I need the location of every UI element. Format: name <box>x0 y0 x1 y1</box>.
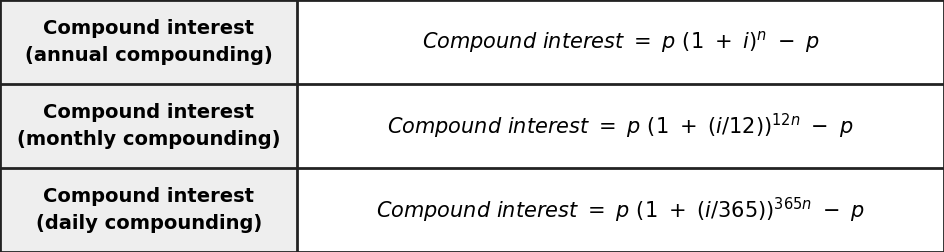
Text: $\mathdefault{\mathit{Compound\ interest}\ =\ \mathit{p}\ (1\ +\ (\mathit{i}/12): $\mathdefault{\mathit{Compound\ interest… <box>387 111 854 141</box>
Text: Compound interest
(monthly compounding): Compound interest (monthly compounding) <box>17 103 280 149</box>
Bar <box>297 84 944 168</box>
Text: Compound interest
(daily compounding): Compound interest (daily compounding) <box>36 187 261 233</box>
Text: $\mathdefault{\mathit{Compound\ interest}\ =\ \mathit{p}\ (1\ +\ \mathit{i})^{\m: $\mathdefault{\mathit{Compound\ interest… <box>422 29 819 55</box>
Text: Compound interest
(annual compounding): Compound interest (annual compounding) <box>25 19 273 65</box>
Bar <box>0 168 297 252</box>
Bar <box>0 84 297 168</box>
Bar <box>297 168 944 252</box>
Bar <box>0 0 297 84</box>
Text: $\mathdefault{\mathit{Compound\ interest}\ =\ \mathit{p}\ (1\ +\ (\mathit{i}/365: $\mathdefault{\mathit{Compound\ interest… <box>376 195 866 225</box>
Bar <box>297 0 944 84</box>
